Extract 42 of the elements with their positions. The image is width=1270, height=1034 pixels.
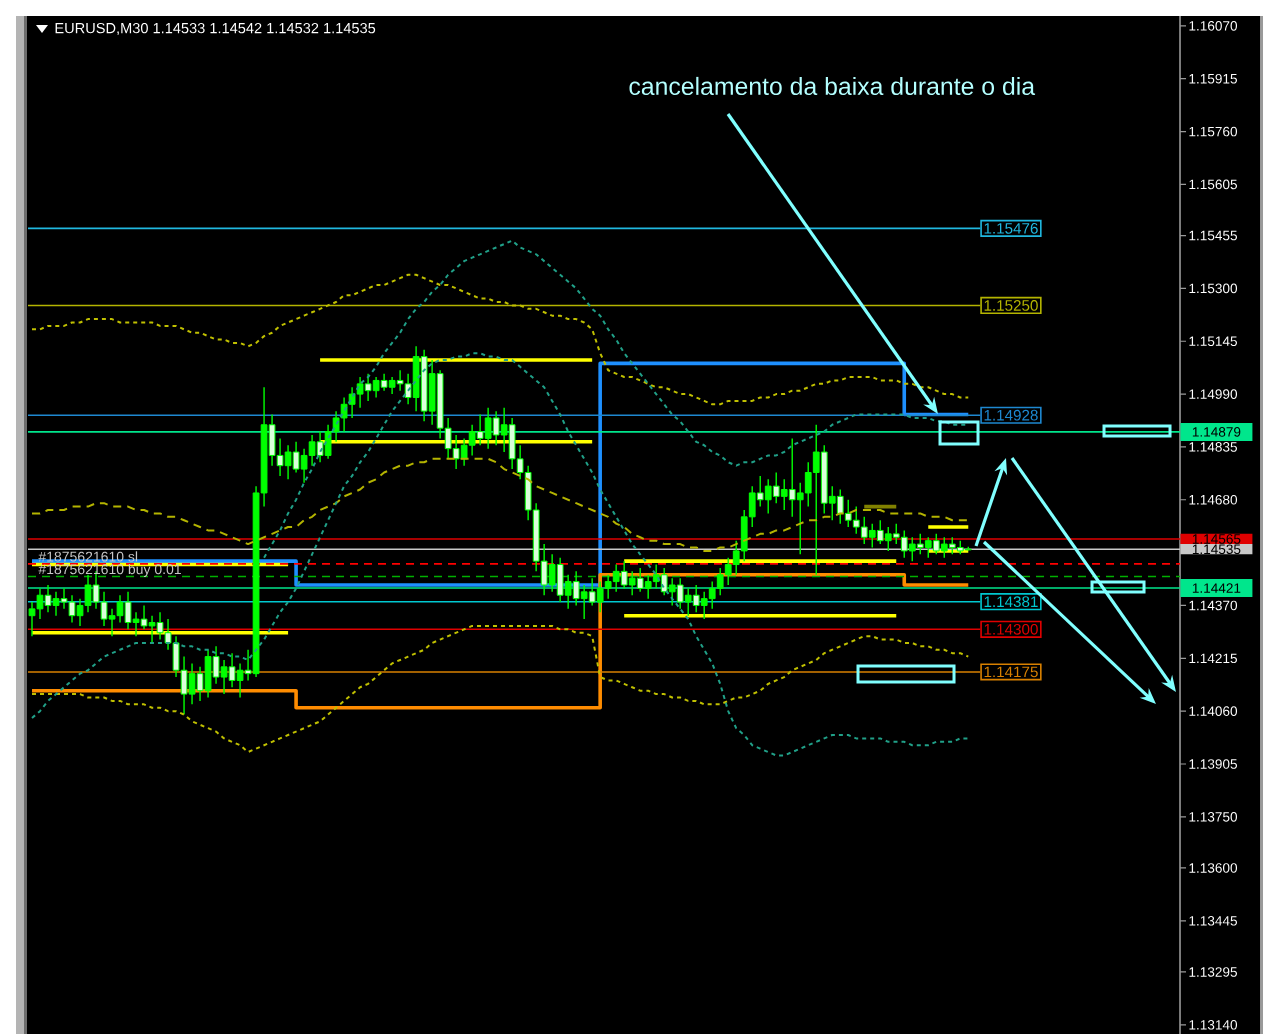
candlestick (420, 349, 428, 423)
candlestick (52, 591, 60, 617)
candlestick (812, 424, 820, 576)
candlestick (220, 659, 228, 695)
candlestick (764, 478, 772, 515)
candlestick (580, 584, 588, 620)
candlestick (308, 434, 316, 467)
candlestick (692, 584, 700, 613)
candlestick (684, 587, 692, 617)
candlestick (708, 580, 716, 610)
annotation: cancelamento da baixa durante o dia (629, 76, 1036, 96)
candlestick (620, 560, 628, 590)
candlestick (780, 478, 788, 511)
candlestick (316, 430, 324, 463)
candlestick (676, 577, 684, 610)
candlestick (364, 372, 372, 402)
candlestick (772, 471, 780, 504)
candlestick (556, 557, 564, 603)
candlestick (148, 614, 156, 644)
candlestick (596, 580, 604, 613)
candlestick (452, 434, 460, 470)
candlestick (44, 584, 52, 613)
candlestick (380, 372, 388, 392)
candlestick (612, 563, 620, 593)
candlestick (628, 570, 636, 596)
candlestick (204, 649, 212, 699)
candlestick (372, 376, 380, 399)
candlestick (636, 567, 644, 593)
candlestick (852, 505, 860, 535)
candlestick (788, 437, 796, 518)
candlestick (588, 577, 596, 607)
candlestick (484, 407, 492, 450)
candlestick (492, 410, 500, 446)
candlestick (356, 376, 364, 409)
candlestick (668, 577, 676, 607)
candlestick (284, 444, 292, 481)
candlestick (124, 591, 132, 631)
candlestick (188, 662, 196, 706)
candlestick (388, 376, 396, 395)
candlestick (68, 594, 76, 624)
candlestick (844, 499, 852, 528)
candlestick (476, 413, 484, 446)
